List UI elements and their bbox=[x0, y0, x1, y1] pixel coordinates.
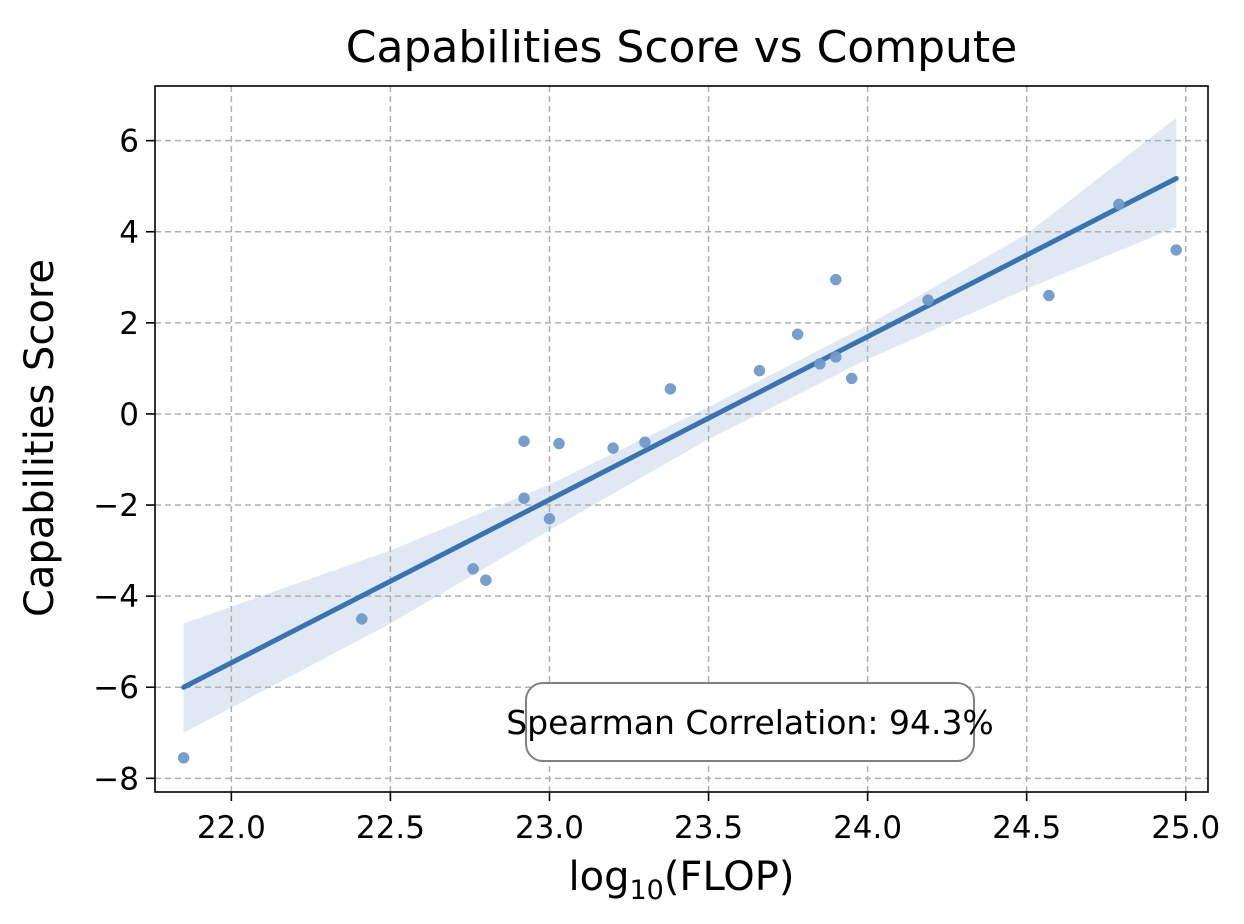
ticks-layer: 22.0 22.5 23.0 23.5 24.0 24.5 25.0 −8 −6 −4 −2 0 2 4 6 bbox=[93, 124, 1220, 846]
regression-line bbox=[181, 175, 1179, 690]
x-tick-label-2: 23.0 bbox=[515, 810, 584, 846]
y-tick-label-2: −4 bbox=[93, 579, 139, 615]
data-point-5 bbox=[518, 492, 530, 504]
x-tick-label-6: 25.0 bbox=[1151, 810, 1220, 846]
x-tick-label-4: 24.0 bbox=[833, 810, 902, 846]
x-axis-label-suffix: (FLOP) bbox=[663, 854, 795, 900]
x-tick-label-1: 22.5 bbox=[356, 810, 425, 846]
x-axis-label-subscript: 10 bbox=[629, 875, 664, 906]
data-point-17 bbox=[922, 294, 934, 306]
data-point-3 bbox=[480, 574, 492, 586]
spearman-annotation: Spearman Correlation: 94.3% bbox=[506, 682, 994, 762]
y-tick-label-5: 2 bbox=[119, 306, 139, 342]
data-point-15 bbox=[830, 351, 842, 363]
data-point-11 bbox=[753, 364, 766, 377]
x-tick-label-3: 23.5 bbox=[674, 810, 743, 846]
grid-layer bbox=[155, 86, 1208, 792]
x-axis-label-prefix: log bbox=[568, 854, 630, 900]
y-tick-label-0: −8 bbox=[93, 761, 139, 797]
data-point-14 bbox=[830, 273, 842, 286]
chart-title: Capabilities Score vs Compute bbox=[345, 22, 1018, 73]
y-tick-label-1: −6 bbox=[93, 670, 139, 706]
data-point-6 bbox=[543, 512, 556, 525]
y-tick-label-4: 0 bbox=[119, 397, 139, 433]
y-tick-label-3: −2 bbox=[93, 488, 139, 524]
data-point-12 bbox=[791, 328, 804, 340]
data-point-7 bbox=[553, 437, 565, 450]
data-point-19 bbox=[1113, 198, 1125, 211]
data-point-18 bbox=[1043, 289, 1055, 302]
y-axis-label: Capabilities Score bbox=[17, 258, 63, 618]
axes-frame bbox=[154, 85, 1209, 793]
scatter-points-layer bbox=[177, 198, 1182, 764]
data-point-4 bbox=[518, 435, 530, 448]
axes-frame-layer bbox=[154, 85, 1209, 793]
x-tick-label-5: 24.5 bbox=[992, 810, 1061, 846]
y-tick-label-6: 4 bbox=[119, 215, 139, 251]
x-tick-label-0: 22.0 bbox=[197, 810, 266, 846]
data-point-9 bbox=[639, 436, 651, 448]
regression-line-layer bbox=[181, 175, 1179, 690]
data-point-20 bbox=[1170, 244, 1182, 256]
confidence-band-layer bbox=[183, 117, 1177, 733]
data-point-13 bbox=[814, 358, 826, 370]
y-tick-label-7: 6 bbox=[119, 124, 139, 160]
data-point-2 bbox=[467, 563, 479, 575]
x-axis-label: log10(FLOP) bbox=[155, 854, 1208, 906]
data-point-16 bbox=[845, 372, 858, 385]
data-point-0 bbox=[177, 752, 190, 764]
confidence-band bbox=[183, 117, 1177, 733]
data-point-8 bbox=[607, 442, 619, 454]
data-point-1 bbox=[356, 613, 368, 625]
data-point-10 bbox=[664, 383, 677, 395]
